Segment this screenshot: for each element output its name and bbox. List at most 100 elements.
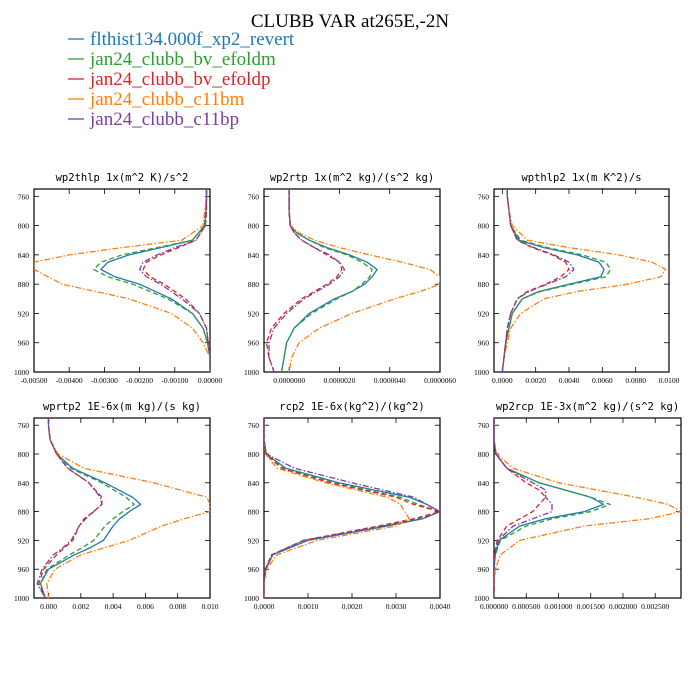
plot-frame bbox=[493, 417, 682, 599]
y-tick-label: 880 bbox=[18, 280, 30, 289]
y-tick-label: 760 bbox=[18, 192, 30, 201]
x-tick-label: 0.004 bbox=[105, 602, 122, 611]
plot-frame bbox=[493, 188, 670, 373]
y-tick-label: 800 bbox=[248, 450, 260, 459]
legend-entry: jan24_clubb_c11bp bbox=[68, 109, 239, 130]
x-tick-label: 0.0010 bbox=[298, 602, 319, 611]
series-line bbox=[268, 189, 346, 372]
legend-label: jan24_clubb_c11bm bbox=[89, 89, 245, 110]
series-line bbox=[93, 189, 210, 372]
y-tick-label: 880 bbox=[478, 508, 490, 517]
chart-panel: wp2thlp 1x(m^2 K)/s^2 760 800 840 880 920 960 1… bbox=[14, 172, 222, 385]
x-tick-label: 0.002500 bbox=[641, 602, 669, 611]
x-tick-label: 0.0080 bbox=[625, 376, 646, 385]
legend-entry: flthist134.000f_xp2_revert bbox=[68, 29, 295, 50]
y-tick-label: 760 bbox=[478, 421, 490, 430]
y-tick-label: 840 bbox=[478, 479, 490, 488]
y-tick-label: 960 bbox=[18, 565, 30, 574]
legend-label: jan24_clubb_bv_efoldp bbox=[89, 69, 270, 90]
series-group bbox=[501, 189, 667, 372]
x-tick-label: 0.0000060 bbox=[424, 376, 456, 385]
y-tick-label: 840 bbox=[18, 251, 30, 260]
panel-title: wp2rtp 1x(m^2 kg)/(s^2 kg) bbox=[270, 172, 434, 184]
y-tick-label: 1000 bbox=[14, 594, 29, 603]
chart-panel: wp2rtp 1x(m^2 kg)/(s^2 kg) 760 800 840 880 92… bbox=[244, 172, 456, 385]
series-group bbox=[264, 418, 440, 598]
y-tick-label: 1000 bbox=[474, 368, 489, 377]
x-tick-label: 0.000500 bbox=[512, 602, 540, 611]
chart-panel: wpthlp2 1x(m K^2)/s 760 800 840 880 920 960 100… bbox=[474, 172, 680, 385]
panel-title: rcp2 1E-6x(kg^2)/(kg^2) bbox=[279, 401, 424, 413]
chart-panel: wprtp2 1E-6x(m kg)/(s kg) 760 800 840 880 920… bbox=[14, 401, 219, 611]
legend-label: flthist134.000f_xp2_revert bbox=[90, 29, 295, 50]
y-tick-label: 920 bbox=[18, 536, 30, 545]
x-tick-label: 0.0000040 bbox=[374, 376, 406, 385]
x-tick-label: 0.0040 bbox=[559, 376, 580, 385]
x-tick-label: -0.00400 bbox=[56, 376, 83, 385]
x-tick-label: 0.0020 bbox=[342, 602, 363, 611]
legend-label: jan24_clubb_bv_efoldm bbox=[89, 49, 276, 70]
y-tick-label: 880 bbox=[18, 508, 30, 517]
panel-title: wp2rcp 1E-3x(m^2 kg)/(s^2 kg) bbox=[496, 401, 679, 413]
x-tick-label: 0.000 bbox=[40, 602, 57, 611]
y-tick-label: 800 bbox=[478, 450, 490, 459]
x-tick-label: -0.00300 bbox=[91, 376, 118, 385]
panel-title: wprtp2 1E-6x(m kg)/(s kg) bbox=[43, 401, 201, 413]
series-group bbox=[36, 418, 210, 598]
x-tick-label: 0.010 bbox=[202, 602, 219, 611]
x-tick-label: 0.0040 bbox=[430, 602, 451, 611]
series-group bbox=[494, 418, 681, 598]
y-tick-label: 920 bbox=[248, 309, 260, 318]
plot-frame bbox=[33, 188, 211, 373]
series-line bbox=[34, 189, 210, 372]
y-tick-label: 840 bbox=[478, 251, 490, 260]
legend-entry: jan24_clubb_bv_efoldp bbox=[68, 69, 270, 90]
x-tick-label: 0.0000 bbox=[254, 602, 275, 611]
series-line bbox=[501, 189, 575, 372]
x-tick-label: 0.00000 bbox=[198, 376, 223, 385]
panels: wp2thlp 1x(m^2 K)/s^2 760 800 840 880 920 960 1… bbox=[14, 172, 682, 611]
y-tick-label: 1000 bbox=[14, 368, 29, 377]
y-tick-label: 1000 bbox=[244, 368, 259, 377]
y-tick-label: 960 bbox=[478, 565, 490, 574]
x-tick-label: 0.002 bbox=[72, 602, 89, 611]
x-tick-label: 0.0000020 bbox=[323, 376, 355, 385]
x-tick-label: -0.00200 bbox=[126, 376, 153, 385]
chart-panel: rcp2 1E-6x(kg^2)/(kg^2) 760 800 840 880 920 96… bbox=[244, 401, 451, 611]
y-tick-label: 800 bbox=[248, 222, 260, 231]
series-group bbox=[265, 189, 440, 372]
y-tick-label: 880 bbox=[478, 280, 490, 289]
y-tick-label: 960 bbox=[18, 339, 30, 348]
y-tick-label: 760 bbox=[478, 192, 490, 201]
x-tick-label: 0.008 bbox=[169, 602, 186, 611]
y-tick-label: 920 bbox=[478, 536, 490, 545]
x-tick-label: 0.006 bbox=[137, 602, 154, 611]
y-tick-label: 920 bbox=[478, 309, 490, 318]
y-tick-label: 800 bbox=[18, 450, 30, 459]
legend-entry: jan24_clubb_c11bm bbox=[68, 89, 245, 110]
y-tick-label: 920 bbox=[18, 309, 30, 318]
x-tick-label: -0.00500 bbox=[21, 376, 48, 385]
x-tick-label: 0.0000 bbox=[492, 376, 513, 385]
y-tick-label: 760 bbox=[18, 421, 30, 430]
x-tick-label: 0.0000000 bbox=[273, 376, 305, 385]
x-tick-label: 0.001500 bbox=[577, 602, 605, 611]
legend: flthist134.000f_xp2_revertjan24_clubb_bv… bbox=[68, 29, 295, 130]
x-tick-label: 0.0100 bbox=[659, 376, 680, 385]
series-line bbox=[264, 418, 440, 598]
series-line bbox=[494, 418, 553, 598]
series-line bbox=[501, 189, 667, 372]
x-tick-label: -0.00100 bbox=[161, 376, 188, 385]
y-tick-label: 880 bbox=[248, 508, 260, 517]
y-tick-label: 760 bbox=[248, 421, 260, 430]
y-tick-label: 840 bbox=[248, 479, 260, 488]
panel-title: wpthlp2 1x(m K^2)/s bbox=[521, 172, 641, 184]
y-tick-label: 760 bbox=[248, 192, 260, 201]
plot-frame bbox=[33, 417, 211, 599]
y-tick-label: 800 bbox=[18, 222, 30, 231]
panel-title: wp2thlp 1x(m^2 K)/s^2 bbox=[56, 172, 189, 184]
y-tick-label: 840 bbox=[248, 251, 260, 260]
y-tick-label: 960 bbox=[248, 565, 260, 574]
